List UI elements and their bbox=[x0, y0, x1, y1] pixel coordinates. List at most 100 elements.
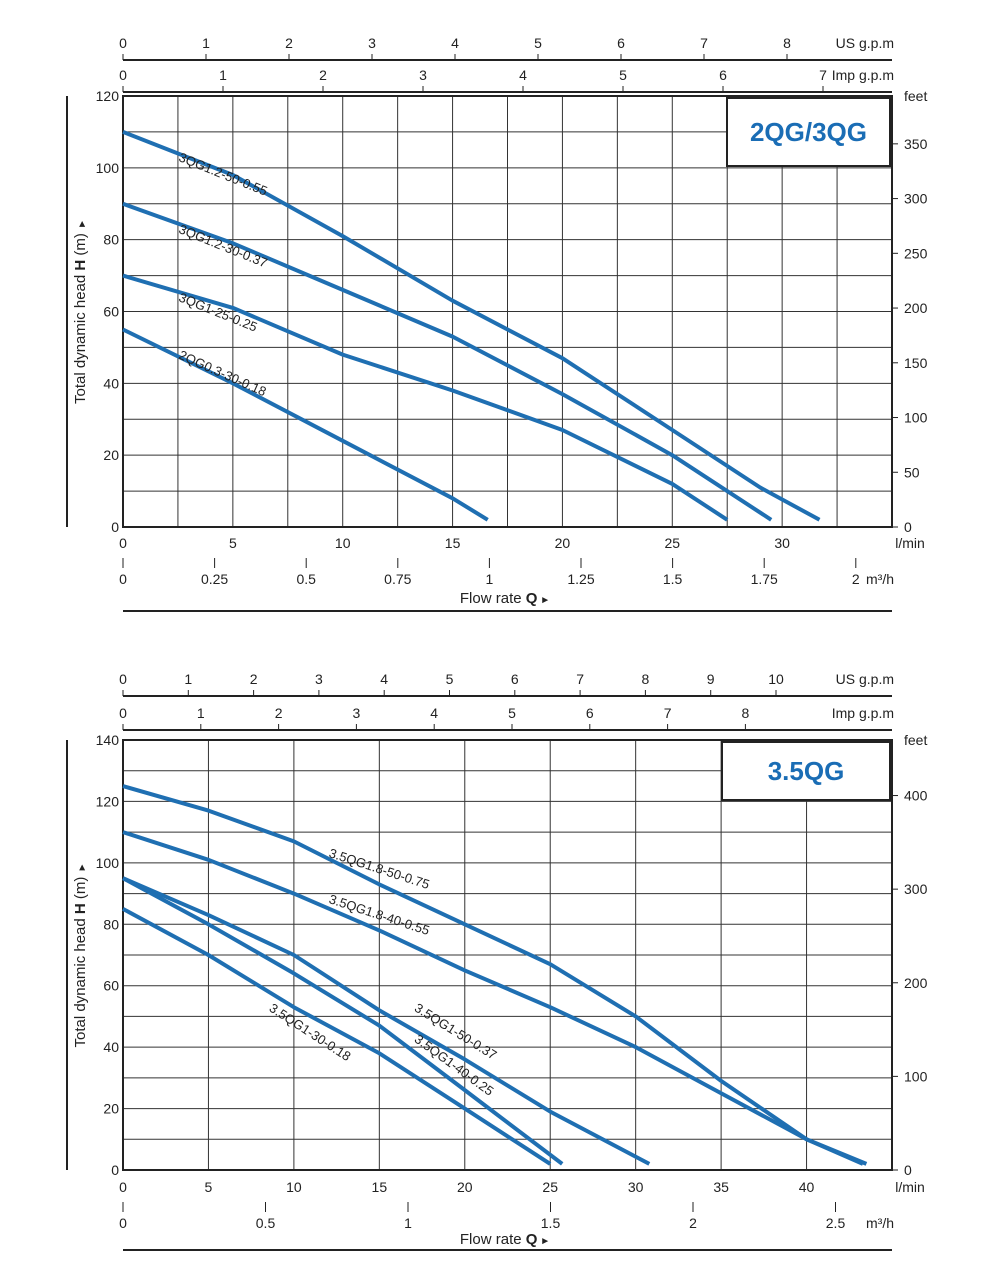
us-gpm-tick-label: 8 bbox=[783, 35, 791, 51]
pump-curve-chart-2qg-3qg: 0 1 2 3 4 5 6 7 8 US g.p.m0 1 2 3 4 5 6 7 Imp g.p.m0 5 10 15… bbox=[66, 35, 928, 612]
imp-gpm-tick-label: 6 bbox=[586, 705, 594, 721]
m3h-tick-label: 2 bbox=[689, 1215, 697, 1231]
feet-unit-label: feet bbox=[904, 732, 927, 748]
us-gpm-tick-label: 8 bbox=[642, 671, 650, 687]
m3h-tick-label: 1.5 bbox=[541, 1215, 561, 1231]
m3h-tick-label: 2 bbox=[852, 571, 860, 587]
imp-gpm-unit-label: Imp g.p.m bbox=[832, 705, 894, 721]
imp-gpm-tick-label: 0 bbox=[119, 67, 127, 83]
m3h-unit-label: m³/h bbox=[866, 571, 894, 587]
m3h-unit-label: m³/h bbox=[866, 1215, 894, 1231]
m3h-tick-label: 0.75 bbox=[384, 571, 411, 587]
pump-curve-line bbox=[122, 273, 729, 522]
y-axis-title-arrow: ► bbox=[77, 863, 88, 873]
us-gpm-tick-label: 3 bbox=[315, 671, 323, 687]
lmin-tick-label: 5 bbox=[229, 535, 237, 551]
lmin-tick-label: 5 bbox=[205, 1179, 213, 1195]
feet-tick-label: 100 bbox=[904, 410, 928, 426]
feet-tick-label: 300 bbox=[904, 881, 928, 897]
us-gpm-tick-label: 9 bbox=[707, 671, 715, 687]
brand-box bbox=[721, 741, 891, 801]
y-axis-title: Total dynamic head H (m) ► bbox=[72, 219, 89, 404]
y-tick-label: 0 bbox=[111, 519, 119, 535]
lmin-tick-label: 20 bbox=[457, 1179, 473, 1195]
lmin-unit-label: l/min bbox=[895, 1179, 925, 1195]
brand-title: 2QG/3QG bbox=[750, 117, 867, 147]
m3h-tick-label: 0 bbox=[119, 571, 127, 587]
y-tick-label: 60 bbox=[103, 304, 119, 320]
us-gpm-tick-label: 6 bbox=[617, 35, 625, 51]
m3h-tick-label: 2.5 bbox=[826, 1215, 846, 1231]
feet-tick-label: 250 bbox=[904, 245, 928, 261]
y-tick-label: 20 bbox=[103, 447, 119, 463]
pump-curve-line bbox=[122, 876, 564, 1166]
pump-curve-chart-3-5qg: 0 1 2 3 4 5 6 7 8 9 10 US g.p.m0 1 2 3 4 5 6 7 8 Imp g.p.m0 5… bbox=[66, 671, 928, 1251]
lmin-tick-label: 25 bbox=[664, 535, 680, 551]
imp-gpm-tick-label: 5 bbox=[619, 67, 627, 83]
feet-tick-label: 0 bbox=[904, 1162, 912, 1178]
feet-unit-label: feet bbox=[904, 88, 927, 104]
x-axis-title-symbol: Q bbox=[526, 1231, 538, 1248]
imp-gpm-tick-label: 4 bbox=[519, 67, 527, 83]
brand-box bbox=[726, 97, 891, 167]
feet-tick-label: 200 bbox=[904, 975, 928, 991]
x-axis-title: Flow rate Q ► bbox=[460, 1231, 550, 1248]
imp-gpm-tick-label: 0 bbox=[119, 705, 127, 721]
y-tick-label: 100 bbox=[96, 855, 120, 871]
pump-curve-line bbox=[122, 876, 651, 1166]
m3h-tick-label: 0.5 bbox=[256, 1215, 276, 1231]
lmin-tick-label: 15 bbox=[372, 1179, 388, 1195]
imp-gpm-tick-label: 1 bbox=[219, 67, 227, 83]
m3h-tick-label: 0.5 bbox=[296, 571, 316, 587]
us-gpm-unit-label: US g.p.m bbox=[836, 35, 894, 51]
m3h-tick-label: 1.5 bbox=[663, 571, 683, 587]
us-gpm-tick-label: 2 bbox=[250, 671, 258, 687]
lmin-tick-label: 15 bbox=[445, 535, 461, 551]
lmin-tick-label: 25 bbox=[542, 1179, 558, 1195]
brand-title: 3.5QG bbox=[768, 756, 845, 786]
y-tick-label: 120 bbox=[96, 793, 120, 809]
x-axis-title-arrow: ► bbox=[537, 595, 550, 606]
y-axis-title-text: Total dynamic head bbox=[72, 914, 89, 1047]
m3h-tick-label: 0 bbox=[119, 1215, 127, 1231]
y-tick-label: 140 bbox=[96, 732, 120, 748]
imp-gpm-tick-label: 7 bbox=[664, 705, 672, 721]
imp-gpm-tick-label: 3 bbox=[419, 67, 427, 83]
us-gpm-tick-label: 7 bbox=[700, 35, 708, 51]
us-gpm-unit-label: US g.p.m bbox=[836, 671, 894, 687]
pump-curve-label: 3QG1.2-30-0.37 bbox=[177, 221, 270, 270]
y-axis-title: Total dynamic head H (m) ► bbox=[72, 863, 89, 1048]
lmin-tick-label: 0 bbox=[119, 535, 127, 551]
lmin-tick-label: 20 bbox=[555, 535, 571, 551]
us-gpm-tick-label: 2 bbox=[285, 35, 293, 51]
imp-gpm-tick-label: 6 bbox=[719, 67, 727, 83]
feet-tick-label: 0 bbox=[904, 519, 912, 535]
us-gpm-tick-label: 7 bbox=[576, 671, 584, 687]
us-gpm-tick-label: 10 bbox=[768, 671, 784, 687]
x-axis-title-arrow: ► bbox=[537, 1236, 550, 1247]
y-axis-title-unit: (m) bbox=[72, 872, 89, 903]
us-gpm-tick-label: 6 bbox=[511, 671, 519, 687]
y-tick-label: 40 bbox=[103, 375, 119, 391]
us-gpm-tick-label: 0 bbox=[119, 671, 127, 687]
y-tick-label: 40 bbox=[103, 1039, 119, 1055]
imp-gpm-tick-label: 2 bbox=[275, 705, 283, 721]
imp-gpm-tick-label: 1 bbox=[197, 705, 205, 721]
pump-curve-line bbox=[122, 907, 552, 1166]
lmin-tick-label: 30 bbox=[628, 1179, 644, 1195]
us-gpm-tick-label: 5 bbox=[534, 35, 542, 51]
lmin-tick-label: 40 bbox=[799, 1179, 815, 1195]
y-axis-title-symbol: H bbox=[72, 903, 89, 914]
feet-tick-label: 150 bbox=[904, 355, 928, 371]
m3h-tick-label: 1 bbox=[404, 1215, 412, 1231]
pump-curve-line bbox=[122, 130, 821, 522]
y-tick-label: 100 bbox=[96, 160, 120, 176]
imp-gpm-tick-label: 4 bbox=[430, 705, 438, 721]
us-gpm-tick-label: 1 bbox=[184, 671, 192, 687]
y-axis-title-text: Total dynamic head bbox=[72, 271, 89, 404]
feet-tick-label: 350 bbox=[904, 136, 928, 152]
y-tick-label: 80 bbox=[103, 916, 119, 932]
x-axis-title: Flow rate Q ► bbox=[460, 590, 550, 607]
feet-tick-label: 100 bbox=[904, 1068, 928, 1084]
